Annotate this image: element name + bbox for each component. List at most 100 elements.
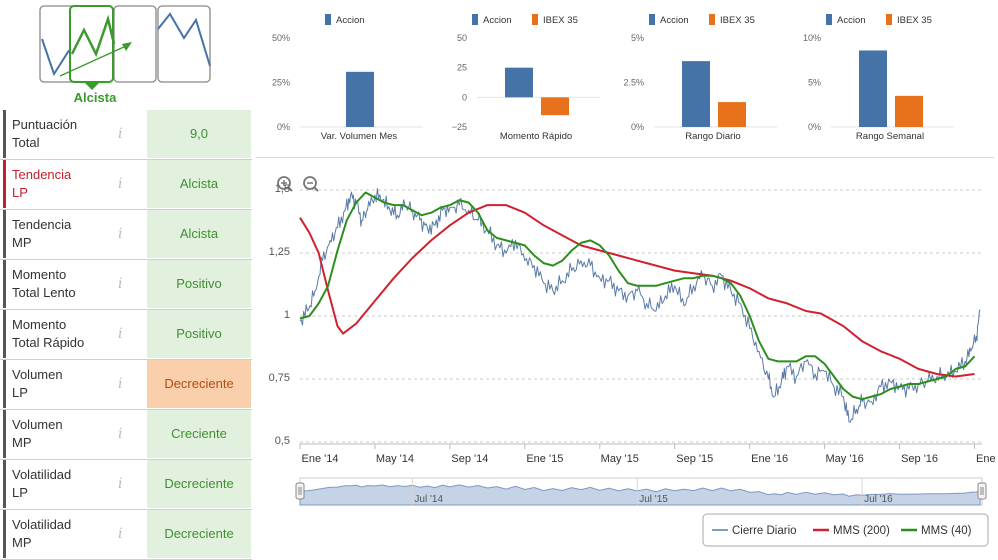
info-icon[interactable]: i xyxy=(118,176,123,192)
mini-bar-chart: Accion IBEX 35 5% 2.5% 0% Rango Diario xyxy=(623,14,777,142)
price-chart-container: 1,5 1,25 1 0,75 0,5 Ene '14 May '14 Sep '14 Ene … xyxy=(256,160,998,555)
x-axis-label: Ene '16 xyxy=(751,453,788,465)
trend-label: Alcista xyxy=(73,90,117,105)
indicator-row: Momento Total Rápido i Positivo xyxy=(0,310,252,360)
legend-item[interactable]: MMS (40) xyxy=(921,525,972,537)
y-tick-label: 2.5% xyxy=(623,78,644,88)
legend-label: Accion xyxy=(483,15,512,26)
indicator-label-line: MP xyxy=(12,235,32,250)
indicator-label-line: Total Lento xyxy=(12,285,76,300)
series-line xyxy=(299,188,981,423)
bar xyxy=(541,97,569,116)
legend-label: IBEX 35 xyxy=(543,15,578,26)
x-axis-label: Sep '16 xyxy=(901,453,938,465)
info-icon[interactable]: i xyxy=(118,426,123,442)
y-axis-label: 1 xyxy=(284,309,290,321)
mini-bar-charts: Accion 50% 25% 0% Var. Volumen Mes Accion IBEX… xyxy=(258,0,998,158)
indicator-label-line: MP xyxy=(12,435,32,450)
indicator-value: Alcista xyxy=(147,210,251,258)
indicator-row: Momento Total Lento i Positivo xyxy=(0,260,252,310)
navigator-handle[interactable] xyxy=(295,482,305,500)
navigator-label: Jul '14 xyxy=(414,494,443,505)
info-icon[interactable]: i xyxy=(118,326,123,342)
indicator-value: Decreciente xyxy=(147,460,251,508)
indicator-row: Volatilidad MP i Decreciente xyxy=(0,510,252,560)
zoom-in-icon[interactable] xyxy=(277,176,293,192)
indicator-label-line: Tendencia xyxy=(12,217,72,232)
indicator-row: Puntuación Total i 9,0 xyxy=(0,110,252,160)
bar xyxy=(682,61,710,127)
indicator-row: Tendencia LP i Alcista xyxy=(0,160,252,210)
y-tick-label: 0% xyxy=(631,122,644,132)
y-tick-label: −25 xyxy=(452,122,467,132)
legend-swatch xyxy=(325,14,331,25)
info-icon[interactable]: i xyxy=(118,526,123,542)
legend-label: IBEX 35 xyxy=(720,15,755,26)
divider xyxy=(256,157,994,158)
indicator-label: Momento Total Lento xyxy=(3,260,146,308)
y-axis-label: 1,25 xyxy=(269,246,290,258)
series-line xyxy=(299,204,975,378)
technical-summary-panel: Alcista Puntuación Total i 9,0 Tendencia LP i A… xyxy=(0,0,252,560)
legend-item[interactable]: Cierre Diario xyxy=(732,525,797,537)
mini-bar-chart: Accion 50% 25% 0% Var. Volumen Mes xyxy=(272,14,423,142)
info-icon[interactable]: i xyxy=(118,376,123,392)
navigator-label: Jul '16 xyxy=(864,494,893,505)
legend-label: Accion xyxy=(837,15,866,26)
info-icon[interactable]: i xyxy=(118,226,123,242)
indicator-value: Decreciente xyxy=(147,360,251,408)
row-divider xyxy=(0,359,252,360)
row-divider xyxy=(0,409,252,410)
legend-swatch xyxy=(826,14,832,25)
chart-title: Var. Volumen Mes xyxy=(321,131,398,142)
y-axis-label: 0,5 xyxy=(275,435,290,447)
indicator-label-line: Tendencia xyxy=(12,167,72,182)
y-tick-label: 50 xyxy=(457,33,467,43)
indicator-row: Volumen LP i Decreciente xyxy=(0,360,252,410)
zoom-out-icon[interactable] xyxy=(303,176,319,192)
indicator-label-line: MP xyxy=(12,535,32,550)
row-divider xyxy=(0,209,252,210)
x-axis-label: May '14 xyxy=(376,453,414,465)
y-tick-label: 25% xyxy=(272,78,290,88)
x-axis-label: Ene '14 xyxy=(302,453,339,465)
indicator-label-line: LP xyxy=(12,385,28,400)
row-divider xyxy=(0,509,252,510)
x-axis-label: Ene '15 xyxy=(526,453,563,465)
indicator-label-line: Momento xyxy=(12,267,67,282)
y-tick-label: 0% xyxy=(277,122,290,132)
indicator-value: 9,0 xyxy=(147,110,251,158)
legend-item[interactable]: MMS (200) xyxy=(833,525,890,537)
legend-swatch xyxy=(649,14,655,25)
row-divider xyxy=(0,309,252,310)
indicator-row: Volatilidad LP i Decreciente xyxy=(0,460,252,510)
legend-swatch xyxy=(886,14,892,25)
info-icon[interactable]: i xyxy=(118,476,123,492)
navigator-handle[interactable] xyxy=(977,482,987,500)
y-tick-label: 0 xyxy=(462,92,467,102)
legend-swatch xyxy=(472,14,478,25)
x-axis-label: May '15 xyxy=(601,453,639,465)
indicator-label: Volumen MP xyxy=(3,410,146,458)
indicator-label: Momento Total Rápido xyxy=(3,310,146,358)
indicator-value: Positivo xyxy=(147,310,251,358)
indicator-label-line: Volumen xyxy=(12,417,63,432)
chart-title: Momento Rápido xyxy=(500,131,572,142)
indicator-label-line: LP xyxy=(12,185,28,200)
legend-label: IBEX 35 xyxy=(897,15,932,26)
legend-label: Accion xyxy=(336,15,365,26)
indicator-value: Decreciente xyxy=(147,510,251,558)
row-divider xyxy=(0,159,252,160)
y-tick-label: 25 xyxy=(457,63,467,73)
indicator-label-line: Momento xyxy=(12,317,67,332)
trend-logo-icon xyxy=(39,5,211,90)
bar xyxy=(859,50,887,127)
indicator-value: Alcista xyxy=(147,160,251,208)
y-tick-label: 10% xyxy=(803,33,821,43)
indicator-label-line: Total Rápido xyxy=(12,335,85,350)
y-tick-label: 0% xyxy=(808,122,821,132)
info-icon[interactable]: i xyxy=(118,126,123,142)
info-icon[interactable]: i xyxy=(118,276,123,292)
indicator-value: Creciente xyxy=(147,410,251,458)
indicator-row: Tendencia MP i Alcista xyxy=(0,210,252,260)
